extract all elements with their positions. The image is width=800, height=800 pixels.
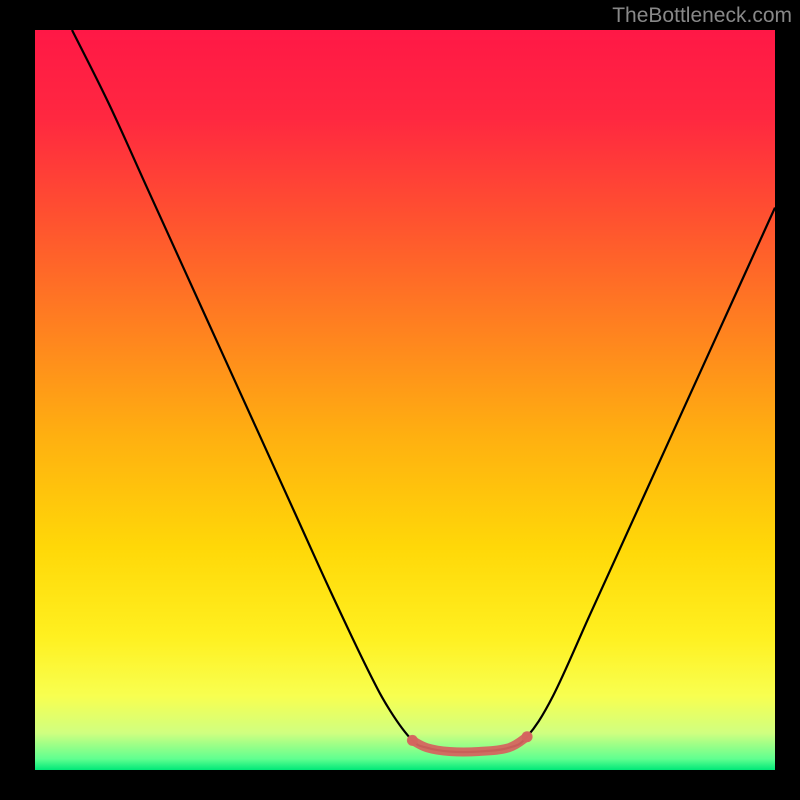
bottleneck-marker-start xyxy=(407,735,418,746)
watermark-text: TheBottleneck.com xyxy=(612,4,792,28)
bottleneck-minimum-marker xyxy=(412,737,527,752)
chart-plot-area xyxy=(35,30,775,770)
bottleneck-curve-line xyxy=(72,30,775,752)
chart-curve xyxy=(35,30,775,770)
bottleneck-marker-end xyxy=(522,731,533,742)
